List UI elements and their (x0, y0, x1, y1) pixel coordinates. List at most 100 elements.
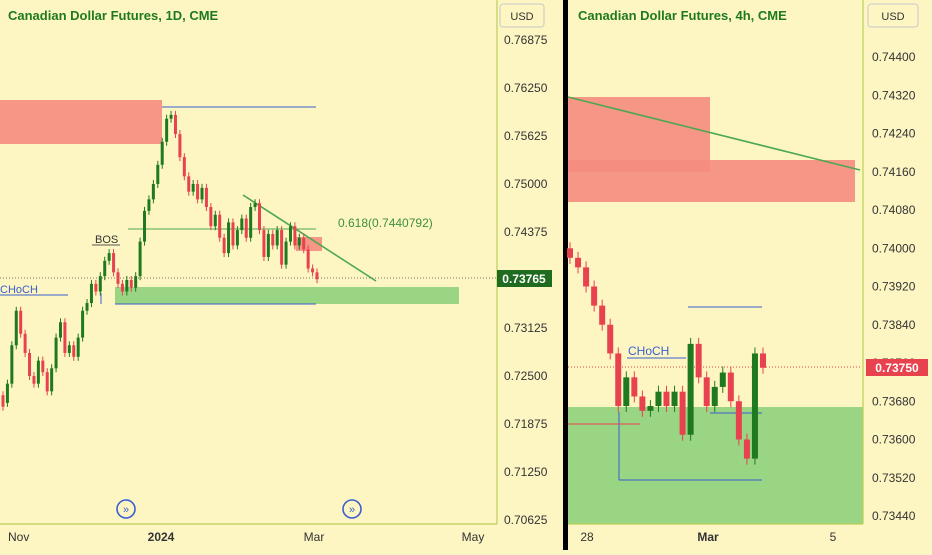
last-price-tag-bg (866, 359, 928, 376)
candle-bearish (45, 372, 49, 392)
time-tick: May (462, 530, 485, 544)
price-tick: 0.72500 (504, 369, 548, 383)
candle-bearish (306, 249, 310, 269)
price-tick: 0.73840 (872, 318, 916, 332)
candle-bearish (244, 218, 248, 238)
candle-bullish (623, 377, 630, 407)
candle-bullish (687, 343, 694, 435)
time-axis-daily[interactable]: Nov 2024 Mar May (8, 530, 484, 544)
time-tick: Mar (304, 530, 325, 544)
candle-bearish (591, 286, 598, 306)
candle-bullish (156, 164, 160, 184)
candle-bearish (280, 230, 284, 265)
candle-bullish (85, 303, 89, 311)
price-tick: 0.76250 (504, 81, 548, 95)
currency-button-label: USD (510, 11, 533, 23)
candle-bullish (200, 187, 204, 200)
candle-bullish (125, 280, 129, 292)
price-tick: 0.73125 (504, 321, 548, 335)
candle-bullish (266, 233, 270, 257)
candle-bearish (607, 324, 614, 354)
candle-bearish (583, 267, 590, 287)
price-tick: 0.70625 (504, 513, 548, 527)
candle-bearish (727, 372, 734, 402)
candle-bearish (28, 352, 32, 376)
price-tick: 0.73600 (872, 433, 916, 447)
candle-bearish (679, 391, 686, 435)
currency-button-frame (499, 3, 545, 28)
candle-bearish (120, 283, 124, 292)
candle-bearish (222, 237, 226, 254)
currency-button-daily[interactable]: USD (499, 3, 545, 28)
candle-bearish (293, 226, 297, 246)
candle-bearish (695, 343, 702, 378)
time-tick: 28 (580, 530, 594, 544)
candle-bearish (302, 237, 306, 250)
event-marker-ring (116, 499, 136, 519)
demand-zone-4h (568, 407, 863, 524)
fib-label: 0.618(0.7440792) (338, 216, 433, 230)
time-tick: Mar (697, 530, 719, 544)
candle-bearish (182, 157, 186, 177)
candle-bearish (187, 176, 191, 192)
time-tick: Nov (8, 530, 29, 544)
chart-pane-daily[interactable]: 0.618(0.7440792) BOS CHoCH » » Canadian … (0, 0, 552, 544)
candle-bullish (288, 226, 292, 242)
currency-button-4h[interactable]: USD (867, 3, 919, 28)
candle-bullish (235, 230, 239, 246)
candle-bearish (116, 272, 120, 284)
candle-bearish (72, 345, 76, 357)
candle-bearish (311, 268, 315, 273)
price-tick: 0.74240 (872, 127, 916, 141)
candle-bullish (191, 184, 195, 192)
time-tick: 5 (830, 530, 837, 544)
candle-bullish (134, 276, 138, 288)
candle-bearish (178, 134, 182, 158)
candle-bullish (50, 368, 54, 392)
candle-bullish (14, 310, 18, 346)
candle-bearish (112, 253, 116, 273)
event-marker-2[interactable]: » (342, 499, 362, 519)
chart-pane-4h[interactable]: CHoCH Canadian Dollar Futures, 4h, CME 0… (567, 0, 928, 544)
candle-bearish (1, 395, 5, 407)
candle-bullish (103, 260, 107, 277)
event-marker-1[interactable]: » (116, 499, 136, 519)
candle-bearish (639, 396, 646, 411)
candle-bullish (67, 345, 71, 353)
supply-zone (0, 100, 162, 144)
price-tick: 0.73680 (872, 394, 916, 408)
candle-bullish (151, 184, 155, 200)
chart-title-daily: Canadian Dollar Futures, 1D, CME (8, 8, 219, 23)
candle-bullish (165, 118, 169, 142)
candles-4h (567, 242, 766, 465)
candle-bearish (32, 376, 36, 384)
candle-bullish (54, 337, 58, 369)
last-price-tag-bg (497, 270, 552, 287)
candle-bearish (743, 439, 750, 459)
candle-bullish (160, 141, 164, 165)
candle-bearish (218, 214, 222, 238)
candle-bearish (63, 322, 67, 353)
candle-bullish (5, 383, 9, 403)
candle-bullish (169, 114, 173, 119)
price-tick: 0.73440 (872, 509, 916, 523)
time-axis-4h[interactable]: 28 Mar 5 (580, 530, 836, 544)
candle-bullish (147, 199, 151, 211)
candle-bearish (258, 203, 262, 231)
candle-bearish (129, 280, 133, 288)
candle-bullish (647, 406, 654, 411)
candle-bullish (751, 353, 758, 459)
bos-label: BOS (95, 234, 118, 246)
price-tick: 0.74160 (872, 165, 916, 179)
price-tick: 0.74320 (872, 88, 916, 102)
candle-bullish (253, 203, 257, 208)
price-tick: 0.73920 (872, 280, 916, 294)
price-axis-daily[interactable]: 0.76875 0.76250 0.75625 0.75000 0.74375 0.731… (504, 33, 548, 527)
candle-bullish (143, 210, 147, 242)
candle-bullish (58, 322, 62, 338)
candle-bearish (631, 377, 638, 397)
price-tick: 0.76875 (504, 33, 548, 47)
candle-bullish (213, 214, 217, 227)
pane-divider[interactable] (563, 0, 568, 550)
